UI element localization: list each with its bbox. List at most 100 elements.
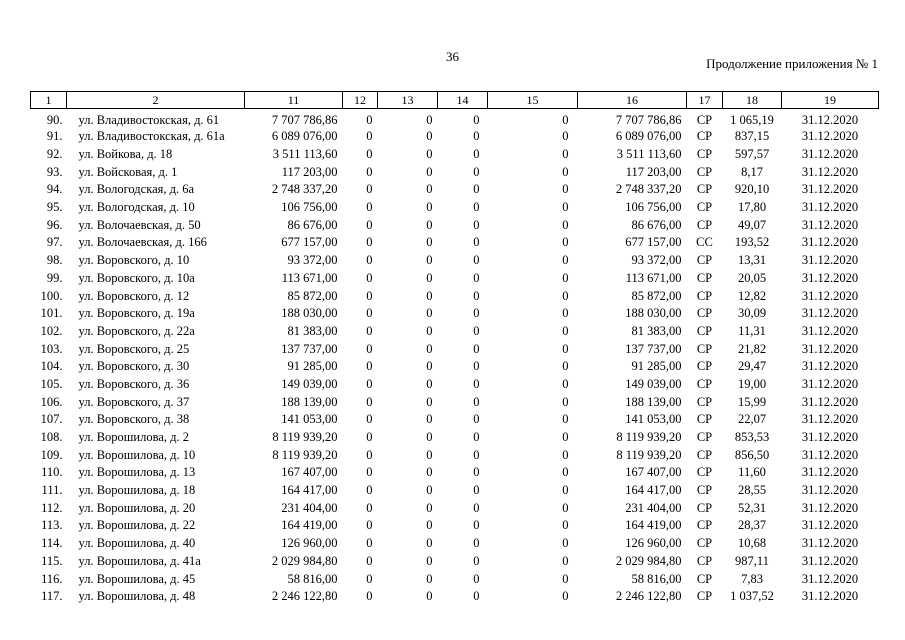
value-col-16: 677 157,00 [625, 235, 682, 250]
row-number: 107. [40, 412, 63, 427]
row-number: 117. [41, 589, 63, 604]
area-value: 853,53 [734, 430, 770, 445]
table-row: 112. ул. Ворошилова, д. 20 231 404,00 0 0 0 0 2… [31, 499, 879, 517]
value-col-12: 0 [366, 394, 373, 409]
address: ул. Ворошилова, д. 41а [78, 553, 201, 568]
address: ул. Воровского, д. 37 [78, 394, 190, 409]
date-value: 31.12.2020 [801, 518, 859, 533]
value-col-16: 117 203,00 [625, 164, 682, 179]
value-col-15: 0 [562, 323, 569, 338]
value-col-11: 86 676,00 [287, 217, 338, 232]
value-col-16: 3 511 113,60 [616, 147, 682, 162]
value-col-11: 164 419,00 [281, 518, 338, 533]
table-row: 116. ул. Ворошилова, д. 45 58 816,00 0 0 0 0 58… [31, 570, 879, 588]
value-col-13: 0 [426, 164, 433, 179]
value-col-12: 0 [366, 288, 373, 303]
value-col-12: 0 [366, 164, 373, 179]
area-value: 19,00 [737, 376, 767, 391]
area-value: 21,82 [737, 341, 767, 356]
value-col-14: 0 [473, 217, 480, 232]
value-col-12: 0 [366, 270, 373, 285]
value-col-12: 0 [366, 518, 373, 533]
address: ул. Ворошилова, д. 22 [78, 518, 196, 533]
value-col-15: 0 [562, 164, 569, 179]
repair-type-code: СР [696, 571, 713, 586]
value-col-14: 0 [473, 553, 480, 568]
value-col-11: 3 511 113,60 [272, 147, 338, 162]
row-number: 96. [46, 217, 63, 232]
value-col-12: 0 [366, 200, 373, 215]
date-value: 31.12.2020 [801, 536, 859, 551]
repair-type-code: СР [696, 536, 713, 551]
table-row: 99. ул. Воровского, д. 10а 113 671,00 0 0 0 0 1… [31, 270, 879, 288]
value-col-11: 188 139,00 [281, 394, 338, 409]
repair-type-code: СР [696, 500, 713, 515]
date-value: 31.12.2020 [801, 253, 859, 268]
value-col-14: 0 [473, 589, 480, 604]
value-col-15: 0 [562, 200, 569, 215]
address: ул. Войкова, д. 18 [78, 147, 173, 162]
value-col-12: 0 [366, 376, 373, 391]
area-value: 856,50 [734, 447, 770, 462]
value-col-11: 164 417,00 [281, 483, 338, 498]
address: ул. Воровского, д. 22а [78, 323, 195, 338]
value-col-12: 0 [366, 430, 373, 445]
address: ул. Ворошилова, д. 48 [78, 589, 196, 604]
value-col-11: 81 383,00 [287, 323, 338, 338]
value-col-11: 149 039,00 [281, 376, 338, 391]
value-col-15: 0 [562, 500, 569, 515]
repair-type-code: СР [696, 430, 713, 445]
value-col-16: 2 029 984,80 [615, 553, 682, 568]
area-value: 10,68 [737, 536, 767, 551]
value-col-12: 0 [366, 447, 373, 462]
value-col-13: 0 [426, 341, 433, 356]
row-number: 93. [46, 164, 63, 179]
row-number: 116. [41, 571, 63, 586]
value-col-12: 0 [366, 536, 373, 551]
table-row: 98. ул. Воровского, д. 10 93 372,00 0 0 0 0 93 … [31, 252, 879, 270]
value-col-11: 2 246 122,80 [271, 589, 338, 604]
value-col-15: 0 [562, 483, 569, 498]
value-col-14: 0 [473, 182, 480, 197]
table-row: 100. ул. Воровского, д. 12 85 872,00 0 0 0 0 85… [31, 287, 879, 305]
value-col-16: 164 417,00 [625, 483, 682, 498]
area-value: 11,31 [738, 323, 766, 338]
value-col-13: 0 [426, 147, 433, 162]
value-col-12: 0 [366, 553, 373, 568]
value-col-15: 0 [562, 394, 569, 409]
value-col-15: 0 [562, 341, 569, 356]
value-col-14: 0 [473, 164, 480, 179]
area-value: 17,80 [737, 200, 767, 215]
value-col-11: 8 119 939,20 [272, 430, 338, 445]
area-value: 52,31 [737, 500, 767, 515]
value-col-15: 0 [562, 182, 569, 197]
value-col-14: 0 [473, 465, 480, 480]
table-row: 102. ул. Воровского, д. 22а 81 383,00 0 0 0 0 8… [31, 323, 879, 341]
address: ул. Ворошилова, д. 10 [78, 447, 196, 462]
value-col-12: 0 [366, 113, 373, 127]
value-col-15: 0 [562, 217, 569, 232]
repair-type-code: СР [696, 288, 713, 303]
value-col-15: 0 [562, 253, 569, 268]
date-value: 31.12.2020 [801, 394, 859, 409]
value-col-11: 231 404,00 [281, 500, 338, 515]
column-header: 17 [686, 91, 723, 109]
value-col-16: 91 285,00 [631, 359, 682, 374]
value-col-14: 0 [473, 430, 480, 445]
value-col-13: 0 [426, 447, 433, 462]
value-col-16: 164 419,00 [625, 518, 682, 533]
value-col-14: 0 [473, 376, 480, 391]
value-col-12: 0 [366, 412, 373, 427]
row-number: 100. [40, 288, 63, 303]
table-row: 103. ул. Воровского, д. 25 137 737,00 0 0 0 0 1… [31, 340, 879, 358]
address: ул. Воровского, д. 25 [78, 341, 190, 356]
area-value: 28,37 [737, 518, 767, 533]
value-col-14: 0 [473, 306, 480, 321]
value-col-13: 0 [426, 306, 433, 321]
row-number: 115. [41, 553, 63, 568]
area-value: 15,99 [737, 394, 767, 409]
value-col-16: 8 119 939,20 [616, 430, 682, 445]
repair-type-code: СР [696, 182, 713, 197]
column-header: 1 [30, 91, 67, 109]
